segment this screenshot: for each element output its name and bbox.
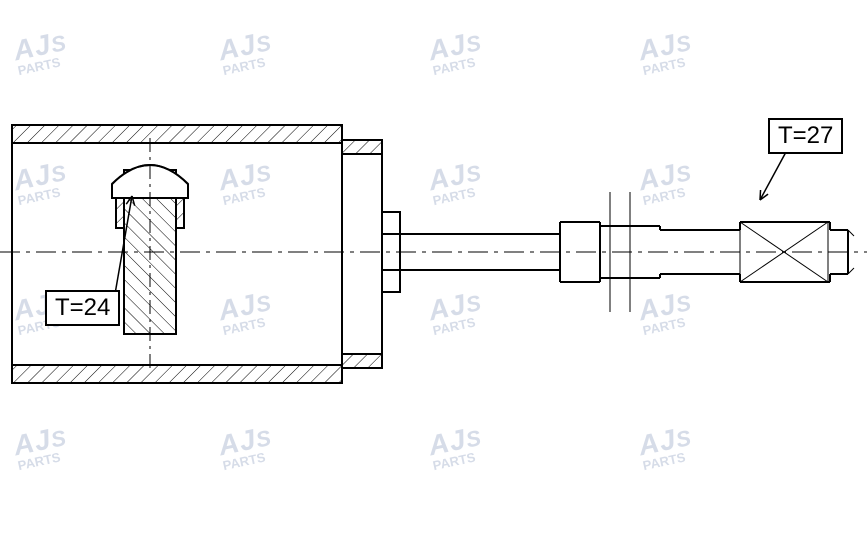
label-t24-text: T=24 xyxy=(55,294,110,321)
label-t24: T=24 xyxy=(45,290,120,326)
label-t27: T=27 xyxy=(768,118,843,154)
technical-drawing xyxy=(0,0,867,538)
drawing-canvas: AJSPARTSAJSPARTSAJSPARTSAJSPARTSAJSPARTS… xyxy=(0,0,867,538)
label-t27-text: T=27 xyxy=(778,122,833,149)
